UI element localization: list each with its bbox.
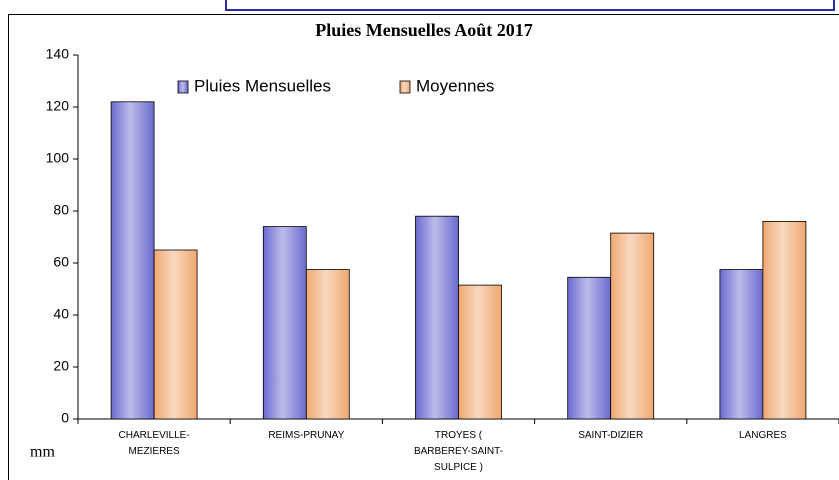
- y-tick-label: 120: [46, 98, 70, 114]
- y-tick-label: 0: [61, 410, 69, 426]
- legend-label: Pluies Mensuelles: [194, 76, 331, 95]
- y-tick-label: 100: [46, 150, 70, 166]
- x-tick-label: TROYES (BARBEREY-SAINT-SULPICE ): [414, 430, 503, 473]
- legend-swatch: [177, 80, 189, 94]
- x-tick-label: CHARLEVILLE-MEZIERES: [119, 430, 190, 457]
- y-tick-label: 60: [53, 254, 69, 270]
- x-tick-label: SAINT-DIZIER: [578, 430, 643, 441]
- bar: [719, 269, 764, 420]
- bar: [110, 101, 155, 420]
- chart-title: Pluies Mensuelles Août 2017: [315, 20, 533, 40]
- bar: [415, 215, 459, 420]
- y-tick-label: 20: [53, 358, 69, 374]
- bar: [762, 220, 807, 420]
- legend-label: Moyennes: [416, 76, 494, 95]
- y-label: mm: [30, 444, 55, 461]
- y-tick-label: 40: [53, 306, 69, 322]
- bar: [610, 232, 655, 420]
- bar: [305, 269, 350, 420]
- x-tick-label: REIMS-PRUNAY: [268, 430, 344, 441]
- bar: [458, 284, 502, 420]
- y-tick-label: 80: [53, 202, 69, 218]
- bar: [567, 276, 612, 420]
- bar: [262, 226, 307, 420]
- bar: [153, 249, 198, 420]
- legend-swatch: [399, 80, 411, 94]
- x-tick-label: LANGRES: [739, 430, 787, 441]
- header-box: [225, 0, 835, 11]
- y-tick-label: 140: [46, 46, 70, 62]
